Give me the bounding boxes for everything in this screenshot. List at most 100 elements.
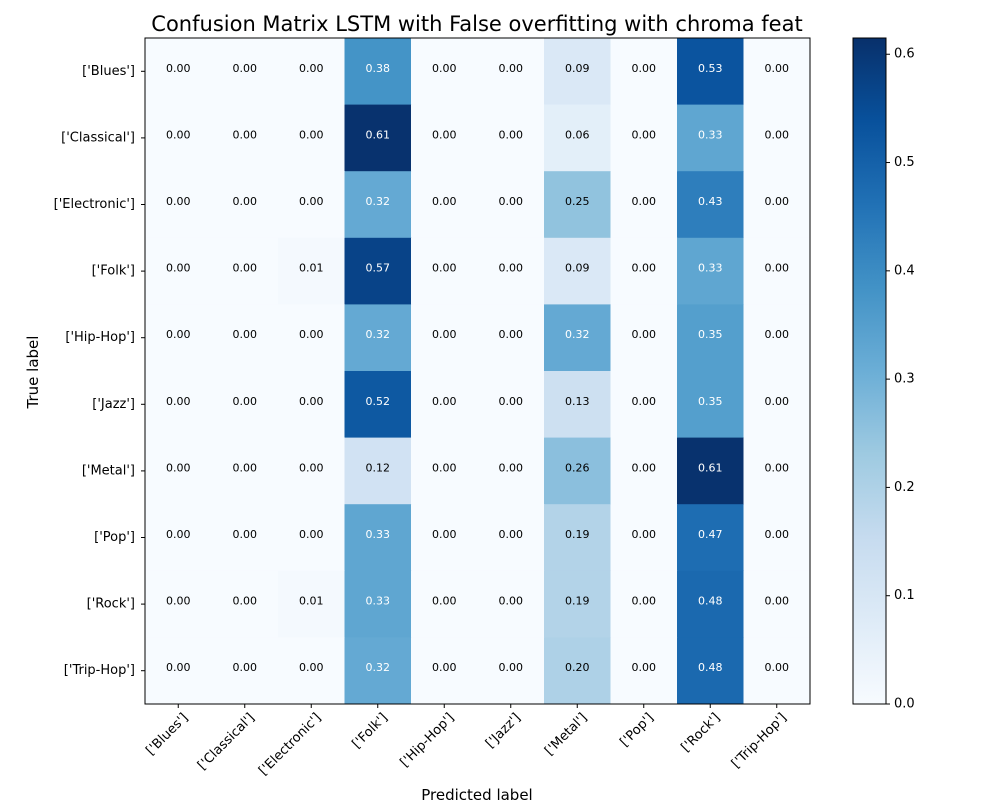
heatmap-cell bbox=[344, 104, 412, 172]
cell-value-label: 0.00 bbox=[632, 195, 657, 208]
heatmap-cell bbox=[344, 504, 412, 572]
cell-value-label: 0.20 bbox=[565, 661, 590, 674]
cell-value-label: 0.00 bbox=[233, 661, 258, 674]
cell-value-label: 0.00 bbox=[499, 262, 524, 275]
heatmap-cell bbox=[344, 304, 412, 372]
heatmap-cell bbox=[344, 237, 412, 305]
heatmap-cell bbox=[677, 570, 744, 638]
cell-value-label: 0.00 bbox=[166, 262, 191, 275]
heatmap-cell bbox=[677, 38, 744, 106]
x-tick-label: ['Electronic'] bbox=[256, 710, 324, 778]
heatmap-cell bbox=[544, 371, 611, 439]
heatmap-cell bbox=[278, 237, 345, 305]
heatmap-cell bbox=[211, 437, 279, 505]
heatmap-cell bbox=[610, 171, 678, 239]
cell-value-label: 0.61 bbox=[698, 461, 723, 474]
heatmap-cell bbox=[544, 637, 611, 705]
cell-value-label: 0.00 bbox=[632, 528, 657, 541]
cell-value-label: 0.00 bbox=[299, 328, 324, 341]
heatmap-cell bbox=[610, 437, 678, 505]
heatmap-cell bbox=[610, 38, 678, 106]
heatmap-cell bbox=[211, 38, 279, 106]
heatmap-cell bbox=[677, 504, 744, 572]
cell-value-label: 0.33 bbox=[698, 128, 723, 141]
cell-value-label: 0.32 bbox=[366, 661, 391, 674]
cell-value-label: 0.00 bbox=[765, 528, 790, 541]
cell-value-label: 0.00 bbox=[499, 661, 524, 674]
heatmap-cell bbox=[344, 38, 412, 106]
cell-value-label: 0.09 bbox=[565, 262, 590, 275]
heatmap-cell bbox=[743, 371, 811, 439]
heatmap-cell bbox=[211, 570, 279, 638]
colorbar-tick-label: 0.3 bbox=[894, 372, 915, 387]
heatmap-cell bbox=[677, 104, 744, 172]
cell-value-label: 0.19 bbox=[565, 528, 590, 541]
cell-value-label: 0.00 bbox=[166, 195, 191, 208]
cell-value-label: 0.00 bbox=[765, 128, 790, 141]
heatmap-cell bbox=[544, 437, 611, 505]
heatmap-cell bbox=[145, 371, 212, 439]
cell-value-label: 0.48 bbox=[698, 595, 723, 608]
heatmap-cell bbox=[211, 371, 279, 439]
cell-value-label: 0.00 bbox=[233, 62, 258, 75]
x-tick-label: ['Classical'] bbox=[195, 710, 258, 773]
heatmap-cell bbox=[477, 437, 545, 505]
heatmap-cell bbox=[677, 237, 744, 305]
cell-value-label: 0.00 bbox=[499, 595, 524, 608]
x-tick-label: ['Metal'] bbox=[542, 710, 590, 758]
cell-value-label: 0.00 bbox=[233, 128, 258, 141]
cell-value-label: 0.00 bbox=[765, 661, 790, 674]
heatmap-cell bbox=[610, 637, 678, 705]
heatmap-cell bbox=[610, 104, 678, 172]
y-tick-label: ['Pop'] bbox=[94, 530, 135, 545]
cell-value-label: 0.19 bbox=[565, 595, 590, 608]
heatmap-cell bbox=[145, 437, 212, 505]
heatmap-cell bbox=[743, 38, 811, 106]
cell-value-label: 0.00 bbox=[499, 395, 524, 408]
cell-value-label: 0.00 bbox=[166, 128, 191, 141]
plot-frame bbox=[144, 37, 811, 705]
heatmap-cell bbox=[743, 304, 811, 372]
cell-value-label: 0.38 bbox=[366, 62, 391, 75]
heatmap-cell bbox=[145, 504, 212, 572]
y-tick-label: ['Rock'] bbox=[87, 597, 135, 612]
cell-value-label: 0.00 bbox=[432, 195, 457, 208]
y-tick-label: ['Blues'] bbox=[82, 64, 135, 79]
cell-value-label: 0.00 bbox=[299, 62, 324, 75]
heatmap-cell bbox=[743, 237, 811, 305]
heatmap-cell bbox=[477, 104, 545, 172]
heatmap-cell bbox=[477, 304, 545, 372]
heatmap-cell bbox=[211, 104, 279, 172]
cell-value-label: 0.00 bbox=[299, 461, 324, 474]
heatmap-cell bbox=[344, 171, 412, 239]
y-axis-ticks: ['Blues'] ['Classical'] ['Electronic'] ['Fo… bbox=[54, 64, 145, 678]
heatmap-cell bbox=[610, 504, 678, 572]
chart-title: Confusion Matrix LSTM with False overfit… bbox=[151, 12, 802, 36]
cell-value-label: 0.00 bbox=[432, 595, 457, 608]
heatmap-cell bbox=[344, 437, 412, 505]
heatmap-cell bbox=[477, 237, 545, 305]
heatmap-cell bbox=[544, 104, 611, 172]
heatmap-cell bbox=[278, 304, 345, 372]
cell-value-label: 0.00 bbox=[166, 328, 191, 341]
colorbar bbox=[852, 37, 887, 705]
cell-value-label: 0.00 bbox=[632, 62, 657, 75]
heatmap-cell bbox=[211, 237, 279, 305]
cell-value-label: 0.13 bbox=[565, 395, 590, 408]
heatmap-cell bbox=[145, 237, 212, 305]
y-axis-title: True label bbox=[24, 336, 42, 410]
heatmap-cell bbox=[145, 304, 212, 372]
colorbar-tick-label: 0.4 bbox=[894, 263, 915, 278]
heatmap-cell bbox=[743, 637, 811, 705]
heatmap-cell bbox=[477, 637, 545, 705]
cell-value-label: 0.00 bbox=[432, 528, 457, 541]
heatmap-cell bbox=[145, 104, 212, 172]
cell-value-label: 0.00 bbox=[765, 328, 790, 341]
colorbar-tick-label: 0.0 bbox=[894, 697, 915, 712]
cell-value-label: 0.00 bbox=[432, 262, 457, 275]
cell-value-label: 0.00 bbox=[632, 395, 657, 408]
cell-value-label: 0.00 bbox=[299, 128, 324, 141]
heatmap-cell bbox=[145, 38, 212, 106]
cell-value-label: 0.48 bbox=[698, 661, 723, 674]
x-tick-label: ['Hip-Hop'] bbox=[397, 710, 457, 770]
